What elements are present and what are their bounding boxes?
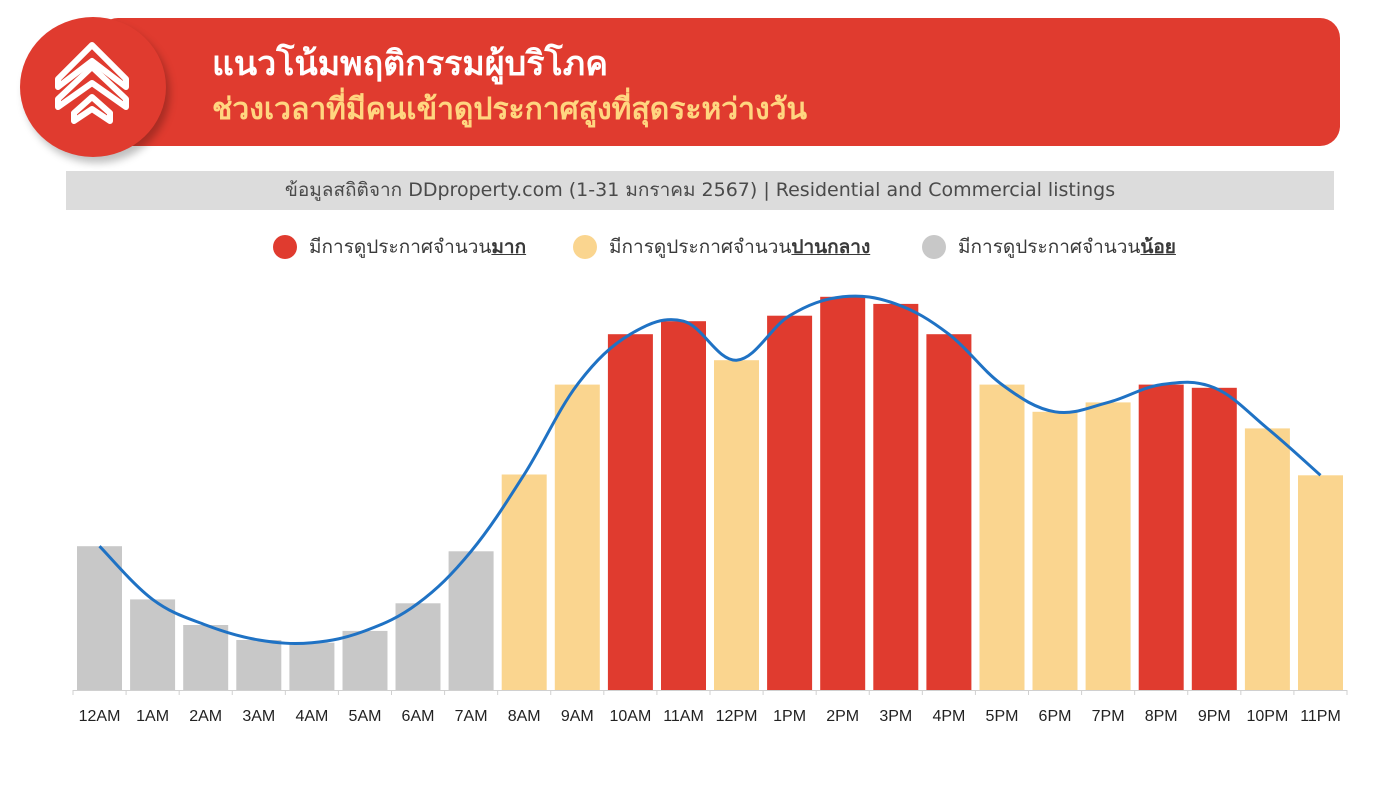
bar-9pm — [1191, 387, 1237, 690]
bar-4pm — [926, 334, 972, 690]
page-title: แนวโน้มพฤติกรรมผู้บริโภค — [212, 44, 608, 84]
ddproperty-logo-icon — [55, 42, 129, 124]
chart-legend: มีการดูประกาศจำนวน มาก มีการดูประกาศจำนวน… — [0, 230, 1400, 264]
bar-11pm — [1298, 475, 1343, 690]
x-tick-label: 10PM — [1247, 708, 1289, 725]
bar-2pm — [820, 296, 866, 690]
x-tick-label: 11AM — [663, 708, 704, 725]
bar-11am — [661, 321, 706, 690]
x-tick-label: 2AM — [189, 708, 222, 725]
legend-label-prefix: มีการดูประกาศจำนวน — [609, 236, 792, 258]
page-subtitle: ช่วงเวลาที่มีคนเข้าดูประกาศสูงที่สุดระหว… — [212, 92, 807, 127]
x-tick-label: 3AM — [242, 708, 275, 725]
x-tick-label: 4AM — [295, 708, 328, 725]
x-tick-label: 2PM — [826, 708, 859, 725]
bar-4am — [289, 642, 335, 690]
bar-6pm — [1032, 411, 1078, 690]
x-tick-label: 3PM — [879, 708, 912, 725]
x-tick-label: 6PM — [1039, 708, 1072, 725]
legend-item-low: มีการดูประกาศจำนวน น้อย — [922, 230, 1176, 264]
x-tick-label: 8AM — [508, 708, 541, 725]
legend-item-high: มีการดูประกาศจำนวน มาก — [273, 230, 526, 264]
bar-7am — [448, 551, 494, 690]
source-note: ข้อมูลสถิติจาก DDproperty.com (1-31 มกรา… — [66, 171, 1334, 210]
x-tick-label: 4PM — [932, 708, 965, 725]
bar-1am — [130, 599, 176, 690]
bar-5pm — [979, 384, 1025, 690]
legend-label-strong: ปานกลาง — [791, 236, 871, 258]
bar-12am — [77, 546, 122, 690]
bar-12pm — [714, 360, 759, 690]
bar-8pm — [1138, 384, 1184, 690]
header-band — [98, 18, 1340, 146]
bar-9am — [554, 384, 600, 690]
legend-item-medium: มีการดูประกาศจำนวน ปานกลาง — [573, 230, 870, 264]
x-tick-label: 7PM — [1092, 708, 1125, 725]
x-tick-label: 1PM — [773, 708, 806, 725]
bar-6am — [395, 603, 441, 690]
legend-label-strong: มาก — [491, 236, 527, 258]
x-tick-label: 9PM — [1198, 708, 1231, 725]
bar-7pm — [1085, 402, 1131, 690]
x-tick-label: 5AM — [349, 708, 382, 725]
x-tick-label: 12AM — [79, 708, 121, 725]
bar-3am — [236, 640, 282, 690]
trend-line — [98, 294, 1322, 645]
x-tick-label: 1AM — [136, 708, 169, 725]
x-tick-label: 10AM — [610, 708, 652, 725]
x-tick-label: 9AM — [561, 708, 594, 725]
x-tick-label: 6AM — [402, 708, 435, 725]
x-tick-label: 7AM — [455, 708, 488, 725]
bar-10am — [607, 334, 653, 690]
bar-1pm — [767, 315, 813, 690]
bar-8am — [501, 474, 547, 690]
legend-label-prefix: มีการดูประกาศจำนวน — [958, 236, 1141, 258]
bar-2am — [183, 625, 229, 690]
legend-label-strong: น้อย — [1140, 236, 1176, 258]
x-tick-label: 12PM — [716, 708, 758, 725]
legend-marker-low — [922, 235, 946, 259]
bar-10pm — [1244, 428, 1290, 690]
legend-label-prefix: มีการดูประกาศจำนวน — [309, 236, 492, 258]
x-tick-label: 5PM — [986, 708, 1019, 725]
bar-5am — [342, 630, 388, 690]
x-tick-label: 11PM — [1300, 708, 1341, 725]
legend-marker-high — [273, 235, 297, 259]
bar-3pm — [873, 303, 919, 690]
legend-marker-medium — [573, 235, 597, 259]
x-tick-label: 8PM — [1145, 708, 1178, 725]
logo-badge — [20, 17, 166, 157]
